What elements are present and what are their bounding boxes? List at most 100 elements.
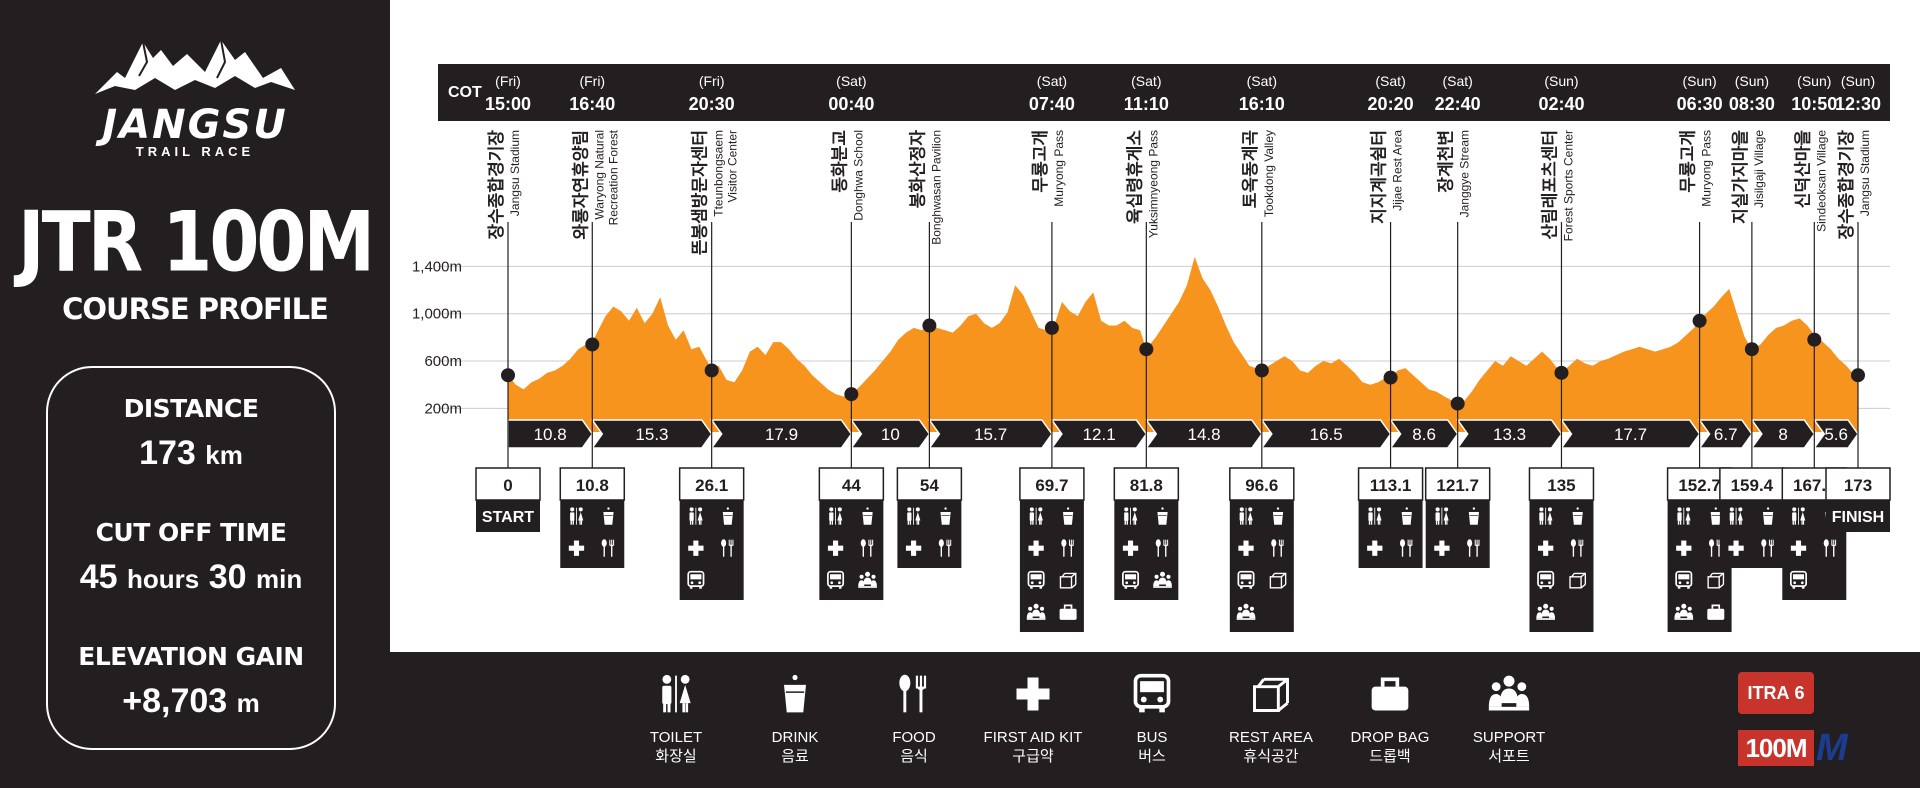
distance-label: DISTANCE bbox=[123, 394, 259, 423]
checkpoint-km-box bbox=[678, 467, 745, 501]
segment-distance-label: 10.8 bbox=[534, 425, 567, 444]
aid-icon bbox=[1676, 540, 1692, 556]
checkpoint-km-box bbox=[1825, 467, 1891, 501]
checkpoint-km-label: 81.8 bbox=[1130, 476, 1163, 495]
legend-label-en: BUS bbox=[1136, 729, 1168, 746]
legend-label-en: DROP BAG bbox=[1350, 729, 1430, 746]
checkpoint-marker bbox=[1254, 363, 1269, 378]
drink-icon bbox=[1468, 507, 1479, 525]
cot-day: (Sat) bbox=[1375, 73, 1405, 89]
cutoff-label: CUT OFF TIME bbox=[95, 518, 287, 547]
segment-distance-label: 13.3 bbox=[1493, 425, 1526, 444]
aid-icon bbox=[827, 540, 844, 556]
checkpoint-name-en: Janggye Stream bbox=[1458, 130, 1472, 217]
checkpoint-name-ko: 와룡자연휴양림 bbox=[570, 130, 591, 239]
checkpoint-name: 장계천변 Janggye Stream bbox=[1437, 130, 1472, 217]
cot-time: 16:40 bbox=[569, 94, 615, 114]
aid-icon bbox=[1538, 540, 1554, 556]
checkpoint-services bbox=[1358, 500, 1423, 568]
stats-box: DISTANCE 173 km CUT OFF TIME 45 hours 30… bbox=[46, 366, 336, 750]
checkpoint-km-box bbox=[475, 467, 541, 501]
race-logo: JANGSU TRAIL RACE bbox=[95, 32, 295, 192]
legend-label-ko: 음료 bbox=[781, 748, 809, 765]
checkpoint-services bbox=[1425, 500, 1490, 568]
bus-icon bbox=[1237, 570, 1255, 589]
checkpoint-marker bbox=[1450, 396, 1465, 411]
checkpoint-name-en: Jijae Rest Area bbox=[1391, 130, 1405, 211]
drink-icon bbox=[862, 507, 873, 525]
cot-day: (Fri) bbox=[699, 73, 725, 89]
checkpoint-name: 지지계곡쉼터 Jijae Rest Area bbox=[1370, 130, 1405, 224]
checkpoint-name-ko: 봉화산정자 bbox=[908, 130, 928, 209]
toilet-icon bbox=[1124, 507, 1138, 525]
checkpoint-services bbox=[560, 500, 625, 568]
segment-distance-label: 8 bbox=[1778, 425, 1787, 444]
checkpoint-name-ko: 무룡고개 bbox=[1031, 130, 1051, 193]
elevation-number: +8,703 bbox=[122, 682, 228, 720]
distance-number: 173 bbox=[139, 434, 196, 472]
legend-label-ko: 구급약 bbox=[1012, 748, 1054, 765]
checkpoint-name-ko: 장계천변 bbox=[1437, 130, 1457, 193]
support-icon bbox=[1236, 603, 1256, 620]
segment-arrow bbox=[849, 419, 931, 449]
elevation-area bbox=[508, 256, 1858, 432]
checkpoint-km-box bbox=[1357, 467, 1424, 501]
segment-distance-label: 5.6 bbox=[1824, 425, 1848, 444]
aid-icon bbox=[1434, 540, 1450, 556]
checkpoint-marker bbox=[1044, 320, 1059, 335]
cot-time: 07:40 bbox=[1029, 94, 1075, 114]
legend-label-ko: 음식 bbox=[900, 748, 928, 765]
toilet-icon bbox=[1677, 507, 1691, 525]
cutoff-minutes-unit: min bbox=[256, 564, 303, 594]
elevation-label: ELEVATION GAIN bbox=[78, 642, 304, 671]
checkpoint-name-en: Bonghwasan Pavilion bbox=[929, 130, 943, 245]
toilet-icon bbox=[907, 507, 921, 525]
cot-day: (Sat) bbox=[1247, 73, 1277, 89]
checkpoint-name: 토옥동계곡 Tookdong Valley bbox=[1241, 130, 1276, 218]
checkpoint-name: 봉화산정자 Bonghwasan Pavilion bbox=[908, 130, 943, 245]
support-icon bbox=[1674, 603, 1694, 620]
aid-icon bbox=[1238, 540, 1254, 556]
checkpoint-km-box bbox=[1229, 467, 1295, 501]
legend-label-ko: 휴식공간 bbox=[1243, 748, 1299, 765]
aid-icon bbox=[1122, 540, 1139, 556]
toilet-icon bbox=[1029, 507, 1043, 525]
cot-day: (Sun) bbox=[1735, 73, 1769, 89]
cutoff-hours-unit: hours bbox=[127, 564, 200, 594]
aid-icon bbox=[1028, 540, 1044, 556]
rest-icon bbox=[1269, 572, 1287, 589]
food-icon bbox=[1570, 539, 1584, 557]
segment-distance-label: 17.9 bbox=[765, 425, 798, 444]
elevation-profile-chart: COT 200m 600m 1,000m 1,400m 10.8 15.3 17.9 10 15.… bbox=[412, 64, 1891, 632]
rest-icon bbox=[1059, 572, 1077, 589]
checkpoint-name-ko: 무룡고개 bbox=[1679, 130, 1699, 193]
checkpoint-marker bbox=[1554, 365, 1569, 380]
support-icon bbox=[1449, 666, 1569, 722]
checkpoint-name-ko: 지지계곡쉼터 bbox=[1370, 130, 1390, 224]
checkpoint-km-label: 159.4 bbox=[1731, 476, 1774, 495]
cot-time: 15:00 bbox=[485, 94, 531, 114]
legend-label-en: REST AREA bbox=[1229, 729, 1313, 746]
checkpoint-name: 동화분교 Donghwa School bbox=[830, 130, 865, 221]
support-icon bbox=[858, 571, 877, 588]
legend-item-rest: REST AREA 휴식공간 bbox=[1211, 666, 1331, 766]
checkpoint-km-box bbox=[1424, 467, 1491, 501]
checkpoint-marker bbox=[1383, 370, 1398, 385]
aid-icon bbox=[1367, 540, 1383, 556]
segment-arrow bbox=[1750, 419, 1816, 449]
checkpoint-name-en: Forest Sports Center bbox=[1561, 130, 1575, 241]
food-icon bbox=[721, 539, 734, 557]
checkpoint-km-label: 173 bbox=[1844, 476, 1872, 495]
legend-label-ko: 서포트 bbox=[1488, 748, 1530, 765]
segment-distance-label: 17.7 bbox=[1614, 425, 1647, 444]
checkpoint-start-finish-box bbox=[476, 500, 540, 532]
segment-arrow bbox=[1050, 419, 1148, 449]
elevation-unit: m bbox=[236, 688, 260, 718]
segment-arrow bbox=[927, 419, 1053, 449]
logo-subtitle: TRAIL RACE bbox=[135, 144, 255, 159]
checkpoint-km-label: 26.1 bbox=[695, 476, 728, 495]
legend-label-en: SUPPORT bbox=[1472, 729, 1546, 746]
checkpoint-marker bbox=[1851, 368, 1865, 383]
cot-time: 02:40 bbox=[1538, 94, 1584, 114]
food-icon bbox=[860, 539, 874, 557]
